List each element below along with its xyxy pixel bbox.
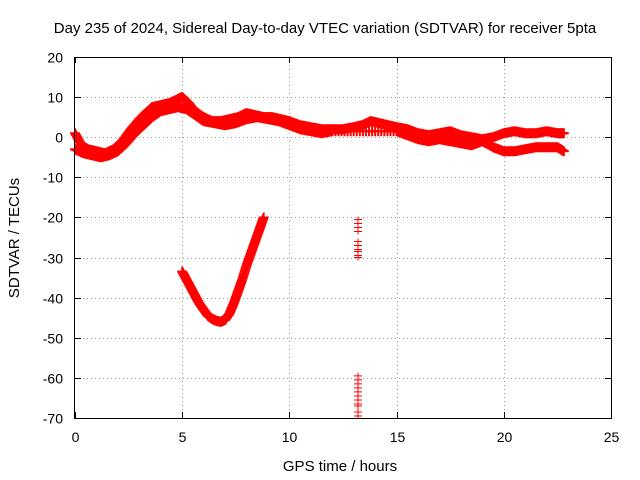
x-tick-labels: 0 5 10 15 20 25 [72, 429, 620, 445]
y-tick-label: -70 [43, 411, 63, 427]
x-tick-label: 0 [72, 429, 80, 445]
x-tick-label: 10 [282, 429, 298, 445]
y-tick-label: 10 [47, 90, 63, 106]
data-point [354, 402, 363, 409]
y-tick-label: -20 [43, 210, 63, 226]
y-tick-label: 0 [55, 130, 63, 146]
y-tick-label: 20 [47, 50, 63, 66]
x-tick-label: 25 [604, 429, 620, 445]
x-axis-label: GPS time / hours [283, 458, 397, 475]
y-tick-label: -50 [43, 331, 63, 347]
y-tick-labels: -70 -60 -50 -40 -30 -20 -10 0 10 20 [43, 50, 63, 427]
x-tick-label: 5 [179, 429, 187, 445]
x-tick-label: 15 [390, 429, 406, 445]
y-tick-label: -40 [43, 291, 63, 307]
y-tick-label: -30 [43, 251, 63, 267]
plot-frame [74, 57, 612, 419]
data-point [354, 412, 363, 419]
data-point [258, 212, 269, 223]
data-point [558, 146, 569, 157]
x-tick-label: 20 [497, 429, 513, 445]
y-axis-label: SDTVAR / TECUs [6, 178, 23, 298]
data-point [354, 254, 363, 261]
data-point [558, 128, 569, 139]
data-points [70, 92, 569, 419]
chart-title: Day 235 of 2024, Sidereal Day-to-day VTE… [54, 20, 597, 37]
y-tick-label: -60 [43, 371, 63, 387]
grid [75, 57, 611, 418]
y-tick-label: -10 [43, 170, 63, 186]
data-point [354, 228, 363, 235]
